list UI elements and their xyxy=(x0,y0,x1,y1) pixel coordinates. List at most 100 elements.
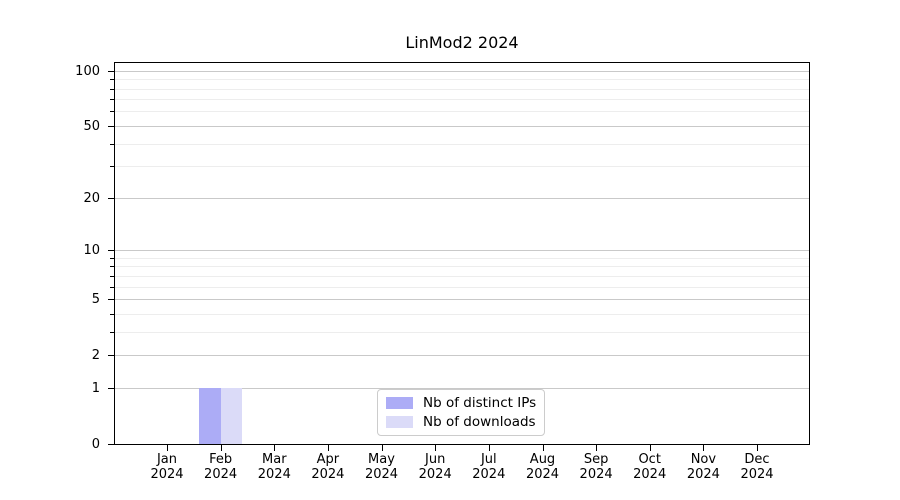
y-major-tick xyxy=(108,197,114,199)
x-tick-label: Sep 2024 xyxy=(564,452,628,482)
y-gridline-major xyxy=(115,387,809,389)
x-tick-label: Nov 2024 xyxy=(671,452,735,482)
x-tick-month: Mar xyxy=(262,452,287,467)
x-tick-year: 2024 xyxy=(364,467,399,482)
x-major-tick xyxy=(327,445,329,451)
x-major-tick xyxy=(220,445,222,451)
y-minor-tick xyxy=(110,79,114,81)
chart-title: LinMod2 2024 xyxy=(405,33,519,52)
x-tick-year: 2024 xyxy=(311,467,345,482)
x-tick-year: 2024 xyxy=(686,467,720,482)
y-gridline-minor xyxy=(115,79,809,81)
y-minor-tick xyxy=(110,111,114,113)
y-gridline-minor xyxy=(115,275,809,277)
x-tick-label: Feb 2024 xyxy=(189,452,253,482)
y-major-tick xyxy=(108,299,114,300)
x-tick-label: Jan 2024 xyxy=(135,452,199,482)
y-tick-label: 0 xyxy=(91,437,100,452)
x-tick-year: 2024 xyxy=(257,467,291,482)
y-gridline-minor xyxy=(115,99,809,101)
y-gridline-minor xyxy=(115,143,809,145)
y-tick-label: 1 xyxy=(91,380,100,396)
y-tick-label: 5 xyxy=(91,292,100,307)
x-major-tick xyxy=(649,445,651,451)
x-major-tick xyxy=(757,445,758,451)
x-tick-label: Mar 2024 xyxy=(242,452,306,482)
y-gridline-major xyxy=(115,125,809,127)
y-minor-tick xyxy=(110,257,114,259)
x-tick-month: Jun xyxy=(425,452,446,467)
legend-item-label: Nb of distinct IPs xyxy=(423,394,537,411)
legend-item-label: Nb of downloads xyxy=(423,414,536,431)
x-tick-label: Jun 2024 xyxy=(403,452,467,482)
x-major-tick xyxy=(596,445,598,451)
y-gridline-minor xyxy=(115,88,809,90)
y-tick-label: 20 xyxy=(83,190,100,206)
y-minor-tick xyxy=(110,99,114,101)
y-minor-tick xyxy=(110,275,114,277)
x-tick-year: 2024 xyxy=(204,467,238,482)
x-tick-year: 2024 xyxy=(579,467,613,482)
x-tick-label: Dec 2024 xyxy=(725,452,789,482)
y-gridline-major xyxy=(115,197,809,199)
y-minor-tick xyxy=(110,313,114,315)
y-gridline-minor xyxy=(115,257,809,259)
y-major-tick xyxy=(108,355,114,357)
y-gridline-minor xyxy=(115,266,809,268)
y-gridline-minor xyxy=(115,166,809,168)
legend-item-nb-of-distinct-ips: Nb of distinct IPs xyxy=(386,393,536,413)
x-tick-month: Nov xyxy=(690,452,717,467)
y-gridline-major xyxy=(115,250,809,251)
x-major-tick xyxy=(703,445,705,451)
y-tick-label: 2 xyxy=(91,348,100,364)
y-minor-tick xyxy=(110,331,114,333)
y-major-tick xyxy=(108,444,114,445)
legend-swatch-icon xyxy=(386,416,413,429)
x-major-tick xyxy=(488,445,490,451)
x-tick-label: May 2024 xyxy=(350,452,414,482)
y-tick-label: 50 xyxy=(83,118,100,134)
y-minor-tick xyxy=(110,143,114,145)
x-major-tick xyxy=(167,445,168,451)
x-tick-label: Aug 2024 xyxy=(511,452,575,482)
y-major-tick xyxy=(108,125,114,127)
y-major-tick xyxy=(108,250,114,251)
y-minor-tick xyxy=(110,266,114,268)
x-tick-label: Oct 2024 xyxy=(618,452,682,482)
x-major-tick xyxy=(274,445,276,451)
x-tick-label: Jul 2024 xyxy=(457,452,521,482)
y-gridline-minor xyxy=(115,286,809,288)
x-tick-month: Jul xyxy=(480,452,497,467)
x-tick-year: 2024 xyxy=(418,467,452,482)
y-gridline-major xyxy=(115,355,809,357)
x-tick-year: 2024 xyxy=(633,467,667,482)
y-gridline-major xyxy=(115,70,809,72)
y-gridline-minor xyxy=(115,313,809,315)
x-tick-year: 2024 xyxy=(150,467,184,482)
y-major-tick xyxy=(108,387,114,389)
bar-nb-of-distinct-ips xyxy=(199,387,221,444)
x-major-tick xyxy=(381,445,383,451)
legend: Nb of distinct IPs Nb of downloads xyxy=(377,389,546,436)
x-tick-month: Jan xyxy=(156,452,178,467)
y-gridline-minor xyxy=(115,331,809,333)
y-minor-tick xyxy=(110,166,114,168)
x-tick-month: Apr xyxy=(316,452,340,467)
y-minor-tick xyxy=(110,88,114,90)
x-tick-year: 2024 xyxy=(472,467,506,482)
legend-swatch-icon xyxy=(386,396,413,409)
x-tick-year: 2024 xyxy=(525,467,560,482)
legend-item-nb-of-downloads: Nb of downloads xyxy=(386,413,536,433)
x-tick-month: May xyxy=(368,452,395,467)
x-major-tick xyxy=(435,445,437,451)
x-tick-month: Oct xyxy=(638,452,661,467)
x-tick-year: 2024 xyxy=(740,467,774,482)
plot-area xyxy=(114,62,810,445)
y-gridline-major xyxy=(115,299,809,300)
x-tick-month: Dec xyxy=(744,452,770,467)
y-gridline-minor xyxy=(115,111,809,113)
y-tick-label: 10 xyxy=(83,243,100,258)
bar-nb-of-downloads xyxy=(220,387,243,444)
x-tick-month: Aug xyxy=(529,452,556,467)
